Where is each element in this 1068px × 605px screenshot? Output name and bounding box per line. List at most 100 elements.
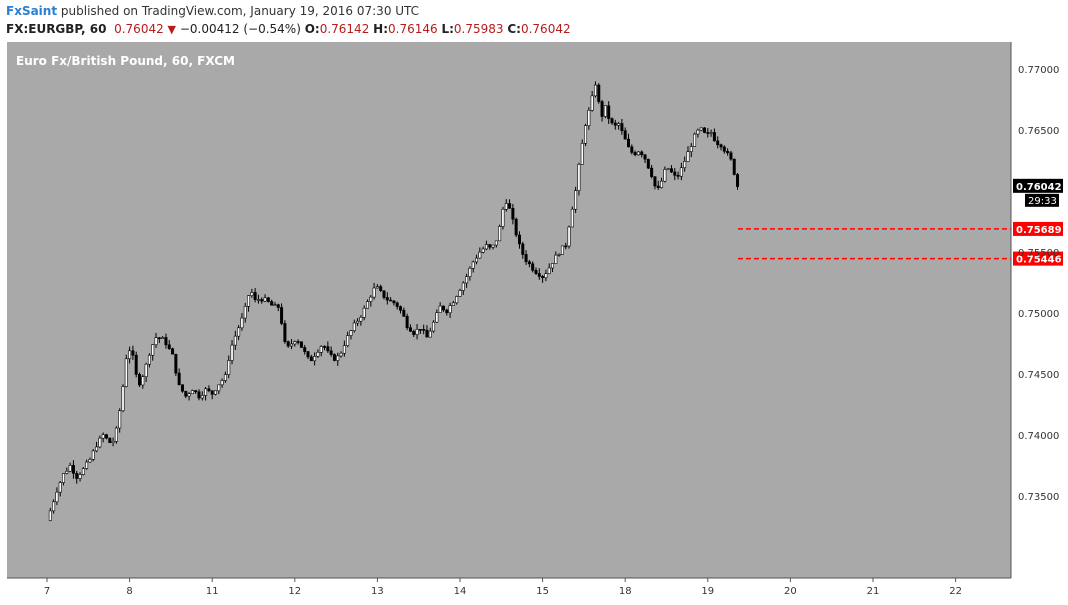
candle-body	[313, 356, 317, 362]
candle-body	[494, 240, 498, 246]
candle-body	[646, 158, 650, 169]
candle-body	[197, 391, 201, 399]
candle-body	[527, 261, 531, 265]
candle-body	[653, 176, 657, 187]
candle-body	[266, 297, 270, 302]
time-axis[interactable]	[7, 578, 1011, 605]
candle-body	[147, 354, 151, 365]
candle-body	[709, 132, 713, 134]
candle-body	[309, 356, 313, 362]
candle-body	[372, 287, 376, 298]
candle-body	[699, 127, 703, 131]
candle-body	[214, 390, 218, 395]
candle-body	[98, 437, 102, 448]
candle-body	[62, 473, 66, 483]
candle-body	[405, 316, 409, 329]
candle-body	[726, 151, 730, 154]
candle-body	[332, 354, 336, 361]
y-tick-label: 0.75500	[1018, 248, 1059, 259]
y-tick-label: 0.73500	[1018, 492, 1059, 503]
candle-body	[389, 299, 393, 302]
y-tick-label: 0.74500	[1018, 370, 1059, 381]
candle-body	[280, 307, 284, 324]
candle-body	[567, 226, 571, 247]
candle-body	[171, 348, 175, 355]
candle-body	[418, 329, 422, 331]
candle-body	[415, 329, 419, 335]
candle-body	[385, 297, 389, 301]
candle-body	[643, 154, 647, 160]
candle-body	[660, 180, 664, 188]
candle-body	[696, 129, 700, 135]
x-tick-label: 11	[206, 586, 219, 597]
candle-body	[121, 386, 125, 412]
candle-body	[663, 169, 667, 182]
candle-body	[91, 450, 95, 460]
candle-body	[207, 388, 211, 392]
candle-body	[617, 123, 621, 126]
candle-body	[402, 309, 406, 317]
candle-body	[184, 390, 188, 397]
candle-body	[564, 245, 568, 248]
candle-body	[240, 317, 244, 329]
candle-body	[276, 304, 280, 308]
candle-body	[256, 299, 260, 301]
candle-body	[293, 341, 297, 345]
candle-body	[326, 346, 330, 352]
y-tick-label: 0.77000	[1018, 65, 1059, 76]
candle-body	[508, 203, 512, 209]
candle-body	[111, 440, 115, 444]
candle-body	[435, 312, 439, 323]
candle-body	[517, 234, 521, 245]
candle-body	[633, 152, 637, 156]
candle-body	[260, 299, 264, 302]
candle-body	[253, 292, 257, 300]
candle-body	[339, 352, 343, 357]
author-link[interactable]: FxSaint	[6, 4, 58, 18]
candles-group	[48, 81, 740, 522]
candle-body	[395, 302, 399, 307]
x-tick-label: 7	[44, 586, 50, 597]
x-tick-label: 18	[619, 586, 632, 597]
candle-body	[630, 146, 634, 153]
candle-body	[362, 307, 366, 318]
candle-body	[478, 251, 482, 259]
open-label: O:	[304, 22, 320, 36]
countdown-text: 29:33	[1028, 196, 1057, 207]
candle-body	[71, 465, 75, 474]
candle-body	[531, 263, 535, 271]
candle-body	[124, 358, 128, 387]
level-badge-text: 0.75689	[1016, 225, 1062, 236]
candle-body	[55, 491, 59, 503]
candle-body	[48, 510, 52, 521]
candle-body	[448, 305, 452, 314]
candle-body	[722, 146, 726, 152]
candle-body	[303, 347, 307, 352]
x-tick-label: 22	[949, 586, 962, 597]
symbol-line: FX:EURGBP, 60 0.76042 ▼ −0.00412 (−0.54%…	[6, 22, 571, 36]
candle-body	[590, 95, 594, 111]
y-axis-labels: 0.77000 0.76500 0.75500 0.75000 0.74500 0.740…	[1018, 65, 1059, 503]
candle-body	[220, 380, 224, 386]
candle-body	[636, 151, 640, 156]
candle-body	[557, 254, 561, 256]
candle-body	[623, 130, 627, 140]
candle-body	[164, 337, 168, 346]
candle-body	[392, 300, 396, 304]
last-price-badge-text: 0.76042	[1016, 182, 1062, 193]
candle-body	[316, 351, 320, 357]
price-axis[interactable]	[1011, 42, 1068, 578]
candle-body	[511, 207, 515, 220]
price-change: −0.00412 (−0.54%)	[179, 22, 301, 36]
candle-body	[521, 243, 525, 255]
candle-body	[237, 327, 241, 337]
candle-body	[408, 327, 412, 332]
published-text: published on TradingView.com, January 19…	[57, 4, 420, 18]
candle-body	[299, 341, 303, 348]
plot-area[interactable]	[7, 42, 1011, 578]
close-value: 0.76042	[520, 22, 571, 36]
candle-body	[223, 374, 227, 381]
candle-body	[689, 146, 693, 152]
candle-body	[683, 161, 687, 169]
